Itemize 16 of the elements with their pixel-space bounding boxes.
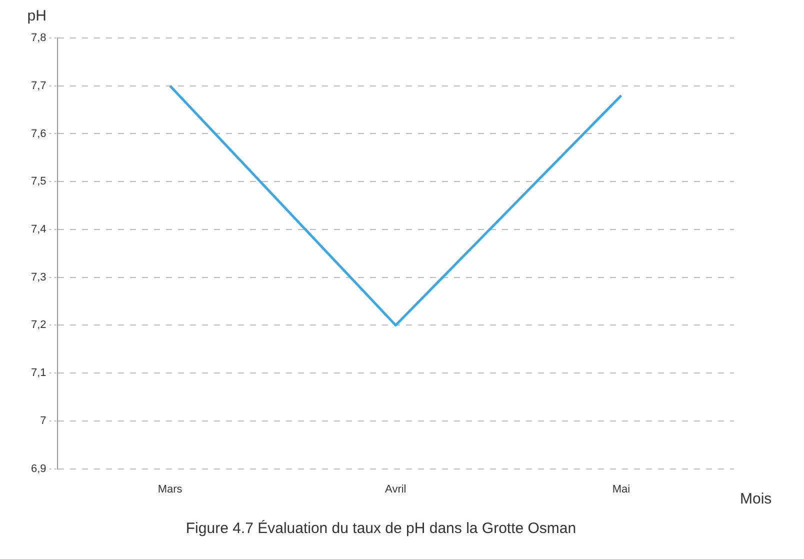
y-tick-label: 7,7 xyxy=(30,80,46,92)
y-tick-label: 7,3 xyxy=(30,271,46,284)
x-tick-label: Avril xyxy=(385,483,406,496)
y-tick-label: 7,6 xyxy=(30,128,46,140)
x-axis-title: Mois xyxy=(740,490,772,508)
x-tick-label: Mai xyxy=(612,483,630,496)
y-tick-label: 7,4 xyxy=(30,224,46,236)
x-tick-label: Mars xyxy=(158,483,183,496)
y-tick-label: 7 xyxy=(40,414,46,427)
y-tick-label: 6,9 xyxy=(30,462,46,475)
y-tick-label: 7,5 xyxy=(30,176,46,188)
y-tick-label: 7,8 xyxy=(30,32,46,44)
y-axis-title: pH xyxy=(27,8,46,25)
text: Figure 4.7 Évaluation du taux de pH dans la Grotte Osman xyxy=(186,519,576,538)
y-tick-label: 7,1 xyxy=(30,367,46,380)
y-tick-label: 7,2 xyxy=(30,319,46,332)
